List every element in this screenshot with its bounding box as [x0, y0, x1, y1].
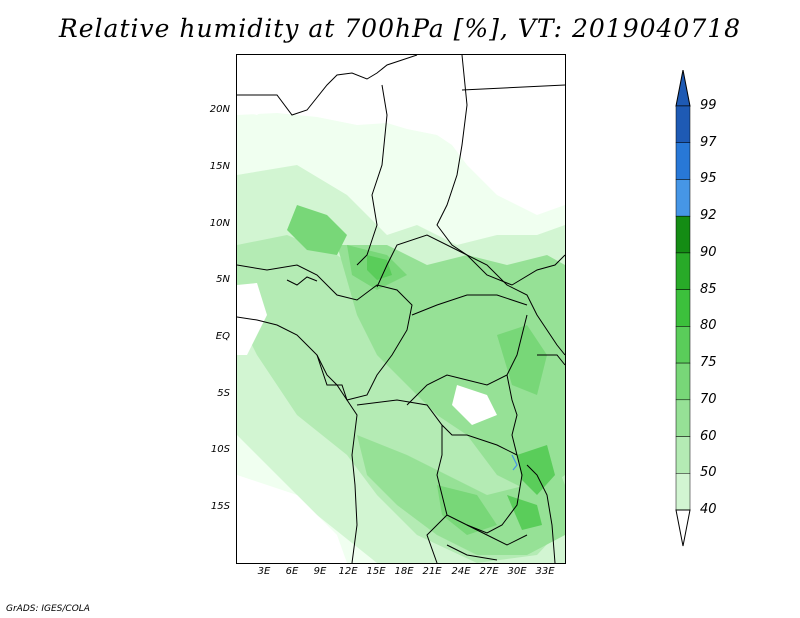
colorbar-label: 90 — [700, 244, 717, 260]
colorbar-interval — [675, 473, 691, 511]
lat-label-15s: 15S — [210, 501, 230, 512]
colorbar-label: 85 — [700, 281, 717, 297]
lon-label-15e: 15E — [366, 566, 386, 577]
lat-label-5n: 5N — [216, 274, 230, 285]
colorbar-label: 80 — [700, 318, 717, 334]
lat-label-eq: EQ — [215, 331, 230, 342]
lat-label-5s: 5S — [217, 388, 230, 399]
lon-label-6e: 6E — [285, 566, 299, 577]
lon-label-24e: 24E — [451, 566, 471, 577]
map-title: Relative humidity at 700hPa [%], VT: 201… — [58, 14, 742, 43]
lon-label-18e: 18E — [394, 566, 414, 577]
humidity-shading — [237, 55, 565, 563]
colorbar-interval — [675, 399, 691, 437]
lat-label-10s: 10S — [210, 444, 230, 455]
humidity-field — [237, 55, 565, 563]
lat-label-10n: 10N — [209, 218, 230, 229]
colorbar-interval — [675, 179, 691, 217]
lon-label-30e: 30E — [507, 566, 527, 577]
colorbar-label: 60 — [700, 428, 717, 444]
colorbar-label: 70 — [700, 391, 717, 407]
colorbar-label: 75 — [700, 355, 717, 371]
lat-label-15n: 15N — [209, 161, 230, 172]
colorbar-interval — [675, 105, 691, 143]
colorbar-label: 97 — [700, 134, 717, 150]
lon-label-21e: 21E — [422, 566, 442, 577]
colorbar-extend-low — [675, 509, 691, 547]
colorbar-label: 40 — [700, 502, 717, 517]
lon-label-12e: 12E — [338, 566, 358, 577]
lon-label-3e: 3E — [257, 566, 271, 577]
lon-label-9e: 9E — [313, 566, 327, 577]
colorbar-interval — [675, 289, 691, 327]
colorbar-label: 99 — [700, 98, 717, 113]
lakes — [511, 454, 518, 471]
colorbar-interval — [675, 252, 691, 290]
colorbar-label: 50 — [700, 465, 717, 481]
colorbar — [675, 70, 691, 547]
colorbar-interval — [675, 362, 691, 401]
grads-credit: GrADS: IGES/COLA — [6, 604, 90, 614]
colorbar-interval — [675, 326, 691, 364]
lon-label-27e: 27E — [479, 566, 499, 577]
colorbar-interval — [675, 436, 691, 474]
colorbar-interval — [675, 142, 691, 180]
lat-label-20n: 20N — [209, 104, 230, 115]
colorbar-interval — [675, 215, 691, 254]
colorbar-label: 92 — [700, 208, 717, 224]
colorbar-label: 95 — [700, 171, 717, 187]
colorbar-extend-high — [675, 70, 691, 107]
lon-label-33e: 33E — [535, 566, 555, 577]
country-borders — [237, 55, 565, 563]
map-panel — [236, 54, 566, 564]
